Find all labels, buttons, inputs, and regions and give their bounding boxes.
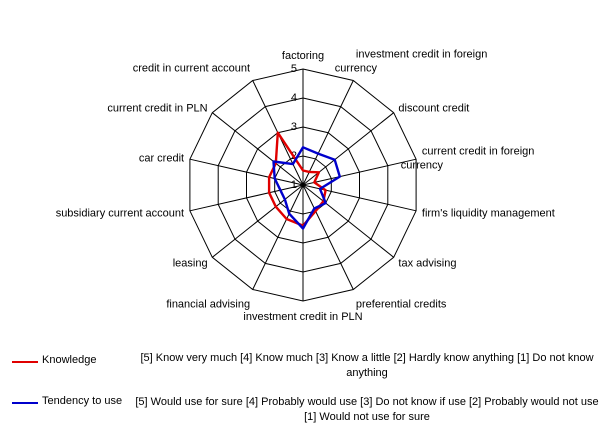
data-point-knowledge bbox=[325, 189, 327, 191]
data-point-tendency-to-use bbox=[284, 198, 286, 201]
data-point-knowledge bbox=[313, 181, 315, 183]
legend-label-knowledge: Knowledge bbox=[42, 354, 97, 366]
spoke bbox=[211, 184, 304, 258]
category-label: factoring bbox=[282, 50, 324, 62]
data-point-tendency-to-use bbox=[279, 189, 281, 191]
spoke bbox=[252, 184, 304, 290]
data-point-tendency-to-use bbox=[313, 207, 315, 210]
legend-label-tendency: Tendency to use bbox=[42, 395, 123, 407]
data-point-knowledge bbox=[277, 132, 279, 134]
spoke bbox=[302, 184, 395, 258]
legend-swatch-tendency bbox=[12, 402, 38, 404]
data-point-knowledge bbox=[308, 171, 310, 173]
data-point-tendency-to-use bbox=[334, 159, 336, 161]
radial-tick-label: 4 bbox=[291, 92, 297, 104]
category-label: investment credit in PLN bbox=[243, 311, 362, 323]
data-point-tendency-to-use bbox=[274, 177, 276, 180]
data-point-knowledge bbox=[286, 218, 288, 220]
category-labels: factoring investment credit in foreign cur… bbox=[56, 48, 555, 323]
category-label: discount credit bbox=[398, 103, 469, 115]
legend-entry-tendency: Tendency to use [5] Would use for sure [… bbox=[0, 390, 606, 424]
data-point-tendency-to-use bbox=[272, 160, 275, 163]
data-point-knowledge bbox=[318, 171, 320, 173]
legend-scale-knowledge: [5] Know very much [4] Know much [3] Kno… bbox=[140, 352, 594, 379]
data-point-tendency-to-use bbox=[325, 202, 327, 204]
legend-swatch-knowledge bbox=[12, 361, 38, 363]
data-point-tendency-to-use bbox=[317, 153, 319, 155]
spoke bbox=[302, 184, 417, 212]
data-point-tendency-to-use bbox=[339, 176, 341, 178]
data-point-knowledge bbox=[268, 176, 270, 178]
data-point-knowledge bbox=[268, 192, 270, 194]
spoke bbox=[302, 184, 354, 290]
category-label: firm's liquidity management bbox=[422, 208, 555, 220]
data-point-tendency-to-use bbox=[288, 213, 290, 215]
series-lines bbox=[267, 131, 341, 230]
category-label: subsidiary current account bbox=[56, 208, 184, 220]
data-point-tendency-to-use bbox=[302, 227, 304, 230]
spoke bbox=[302, 80, 354, 186]
data-point-knowledge bbox=[315, 210, 317, 212]
spoke bbox=[189, 184, 304, 212]
category-label: current credit in foreign currency bbox=[401, 145, 535, 171]
category-label: leasing bbox=[173, 257, 208, 269]
data-point-tendency-to-use bbox=[319, 188, 321, 190]
category-label: preferential credits bbox=[356, 299, 447, 311]
data-point-knowledge bbox=[275, 206, 277, 208]
category-label: credit in current account bbox=[133, 62, 250, 74]
legend-scale-tendency: [5] Would use for sure [4] Probably woul… bbox=[135, 396, 599, 423]
category-label: financial advising bbox=[166, 299, 250, 311]
radial-tick-label: 1 bbox=[291, 179, 297, 191]
radial-tick-label: 3 bbox=[291, 121, 297, 133]
spoke bbox=[302, 158, 417, 186]
category-label: investment credit in foreign currency bbox=[335, 48, 488, 74]
data-point-knowledge bbox=[302, 169, 304, 172]
spoke bbox=[211, 112, 304, 186]
data-point-tendency-to-use bbox=[292, 163, 294, 165]
data-point-tendency-to-use bbox=[302, 146, 304, 148]
spoke bbox=[189, 158, 304, 186]
legend-entry-knowledge: Knowledge [5] Know very much [4] Know mu… bbox=[0, 348, 606, 382]
category-label: car credit bbox=[139, 152, 184, 164]
category-label: current credit in PLN bbox=[107, 103, 207, 115]
category-label: tax advising bbox=[398, 257, 456, 269]
radial-tick-label: 5 bbox=[291, 63, 297, 75]
